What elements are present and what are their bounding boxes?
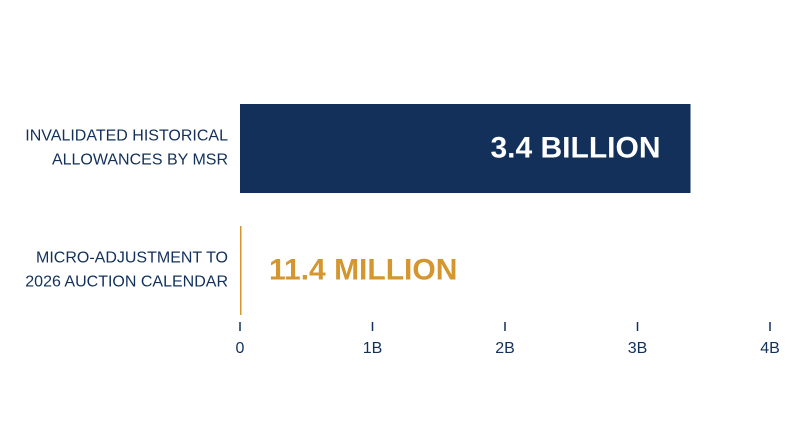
category-label: INVALIDATED HISTORICAL ALLOWANCES BY MSR bbox=[25, 128, 228, 169]
bar bbox=[240, 226, 242, 315]
x-tick-label: 4B bbox=[760, 340, 780, 357]
x-tick-label: 3B bbox=[628, 340, 648, 357]
bar bbox=[240, 104, 691, 193]
value-label: 11.4 MILLION bbox=[269, 253, 457, 286]
value-label: 3.4 BILLION bbox=[490, 131, 660, 164]
x-tick-label: 0 bbox=[236, 340, 245, 357]
category-label: MICRO-ADJUSTMENT TO 2026 AUCTION CALENDAR bbox=[25, 250, 228, 291]
x-tick-label: 2B bbox=[495, 340, 515, 357]
x-tick-label: 1B bbox=[363, 340, 383, 357]
